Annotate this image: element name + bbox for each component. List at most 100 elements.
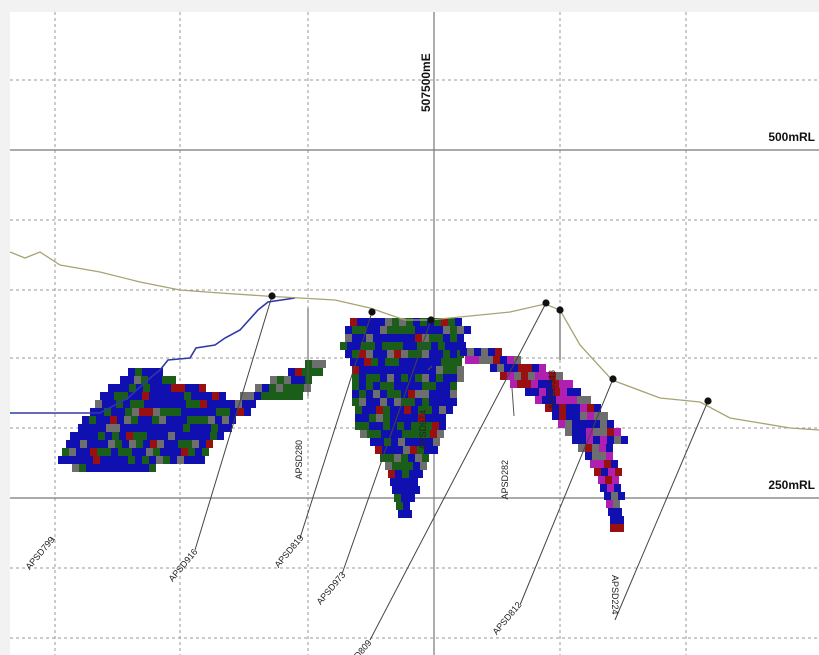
model-block (90, 408, 97, 416)
model-block (436, 334, 443, 342)
model-block (198, 392, 205, 400)
model-block (567, 388, 574, 396)
model-block (298, 376, 305, 384)
model-block (316, 368, 323, 376)
model-block (432, 406, 439, 414)
model-block (432, 422, 439, 430)
model-block (415, 366, 422, 374)
model-block (214, 400, 221, 408)
model-block (408, 366, 415, 374)
model-block (210, 432, 217, 440)
model-block (563, 396, 570, 404)
model-block (115, 440, 122, 448)
model-block (392, 358, 399, 366)
model-block (549, 396, 556, 404)
model-block (420, 462, 427, 470)
model-block (418, 414, 425, 422)
model-block (65, 456, 72, 464)
model-block (115, 384, 122, 392)
model-block (163, 392, 170, 400)
model-block (507, 372, 514, 380)
model-block (178, 440, 185, 448)
model-block (380, 390, 387, 398)
model-block (230, 408, 237, 416)
model-block (195, 448, 202, 456)
drillhole-trace (519, 378, 614, 606)
model-block (345, 326, 352, 334)
model-block (319, 360, 326, 368)
model-block (424, 446, 431, 454)
model-block (592, 444, 599, 452)
model-block (392, 318, 399, 326)
model-block (380, 382, 387, 390)
model-block (425, 414, 432, 422)
model-block (146, 408, 153, 416)
model-block (163, 456, 170, 464)
model-block (142, 392, 149, 400)
model-block (235, 400, 242, 408)
model-block (450, 366, 457, 374)
model-block (150, 384, 157, 392)
model-block (394, 366, 401, 374)
model-block (392, 486, 399, 494)
model-block (377, 438, 384, 446)
model-block (128, 456, 135, 464)
model-block (430, 430, 437, 438)
model-block (135, 392, 142, 400)
model-block (441, 318, 448, 326)
model-block (180, 416, 187, 424)
model-block (111, 448, 118, 456)
model-block (411, 406, 418, 414)
model-block (383, 422, 390, 430)
model-block (420, 358, 427, 366)
model-block (151, 400, 158, 408)
model-block (436, 398, 443, 406)
model-block (398, 510, 405, 518)
model-block (394, 326, 401, 334)
model-block (84, 432, 91, 440)
model-block (382, 342, 389, 350)
model-block (147, 432, 154, 440)
model-block (606, 444, 613, 452)
model-block (127, 376, 134, 384)
model-block (173, 416, 180, 424)
model-block (93, 456, 100, 464)
drillhole-trace (341, 319, 432, 575)
model-block (375, 446, 382, 454)
model-block (192, 440, 199, 448)
model-block (72, 464, 79, 472)
model-block (481, 348, 488, 356)
model-block (149, 464, 156, 472)
model-block (120, 376, 127, 384)
model-block (121, 456, 128, 464)
model-block (376, 406, 383, 414)
model-block (373, 398, 380, 406)
model-block (403, 446, 410, 454)
model-block (439, 422, 446, 430)
model-block (418, 422, 425, 430)
model-block (387, 334, 394, 342)
model-block (178, 384, 185, 392)
model-block (535, 372, 542, 380)
model-block (380, 334, 387, 342)
model-block (431, 446, 438, 454)
drillhole-trace (194, 295, 273, 551)
model-block (261, 392, 268, 400)
model-block (410, 342, 417, 350)
model-block (606, 452, 613, 460)
model-block (406, 486, 413, 494)
model-block (452, 342, 459, 350)
model-block (380, 366, 387, 374)
model-block (89, 416, 96, 424)
model-block (100, 456, 107, 464)
model-block (62, 448, 69, 456)
model-block (144, 400, 151, 408)
model-block (194, 416, 201, 424)
model-block (597, 460, 604, 468)
model-block (408, 398, 415, 406)
model-block (369, 422, 376, 430)
model-block (399, 358, 406, 366)
drillhole: APSD974 (418, 365, 433, 450)
model-block (412, 438, 419, 446)
model-block (352, 366, 359, 374)
